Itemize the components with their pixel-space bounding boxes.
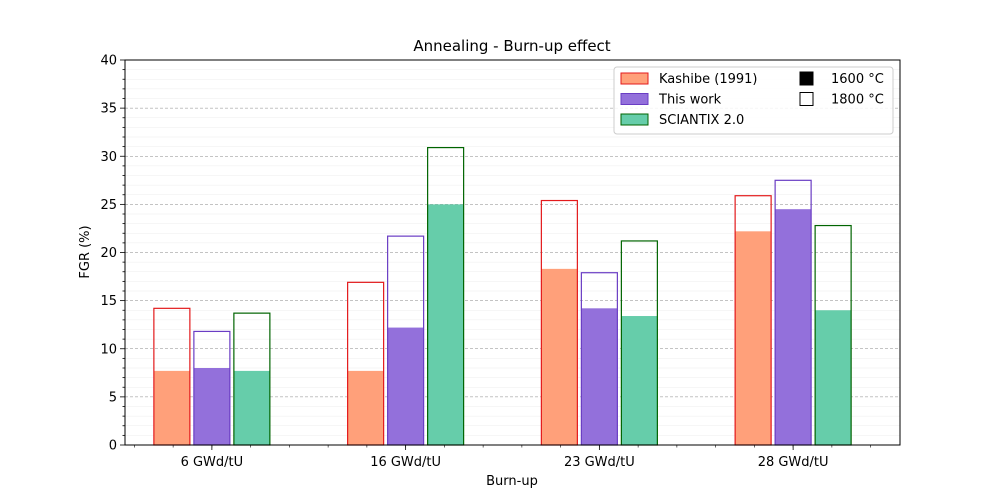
- bar-1600: [815, 310, 852, 445]
- legend-label: This work: [658, 93, 722, 108]
- x-axis-label: Burn-up: [486, 474, 538, 489]
- legend-temp-marker: [799, 71, 814, 86]
- legend-swatch: [620, 113, 649, 126]
- legend-temp-marker: [799, 92, 814, 106]
- legend: Kashibe (1991) This work SCIANTIX 2.0 1600 …: [613, 66, 894, 135]
- y-tick-label: 25: [100, 198, 117, 213]
- bar-1600: [387, 327, 424, 445]
- bar-1600: [427, 204, 464, 445]
- y-tick-label: 20: [100, 246, 117, 261]
- bar-1600: [233, 370, 270, 445]
- y-tick-label: 0: [109, 439, 117, 454]
- x-tick-label: 28 GWd/tU: [758, 455, 829, 470]
- y-tick-label: 5: [109, 390, 117, 405]
- x-tick-label: 16 GWd/tU: [370, 455, 441, 470]
- y-tick-label: 10: [100, 342, 117, 357]
- legend-swatch: [620, 93, 649, 105]
- legend-label: Kashibe (1991): [659, 72, 758, 87]
- bar-1600: [775, 209, 812, 445]
- y-tick-label: 35: [100, 102, 117, 117]
- bar-1600: [347, 370, 384, 445]
- y-axis-label: FGR (%): [78, 225, 93, 278]
- chart-title: Annealing - Burn-up effect: [413, 37, 610, 55]
- y-tick-label: 30: [100, 150, 117, 165]
- bars: [153, 146, 852, 446]
- legend-label: SCIANTIX 2.0: [659, 113, 744, 128]
- y-tick-label: 15: [100, 294, 117, 309]
- legend-box: [613, 66, 894, 135]
- bar-1600: [621, 316, 658, 445]
- legend-swatch: [620, 72, 649, 85]
- legend-temp-label: 1600 °C: [831, 72, 884, 87]
- bar-1600: [153, 370, 190, 445]
- y-tick-label: 40: [100, 54, 117, 69]
- bar-1600: [193, 368, 230, 445]
- x-tick-label: 23 GWd/tU: [564, 455, 635, 470]
- bar-1600: [581, 308, 618, 445]
- axes: 0 5 10 15 20 25 30 35 40 6 GWd/tU 16 GWd/tU 23 GWd/…: [100, 54, 901, 470]
- bar-1600: [541, 268, 578, 445]
- x-tick-label: 6 GWd/tU: [181, 455, 244, 470]
- legend-temp-label: 1800 °C: [831, 93, 884, 108]
- bar-1600: [735, 231, 772, 445]
